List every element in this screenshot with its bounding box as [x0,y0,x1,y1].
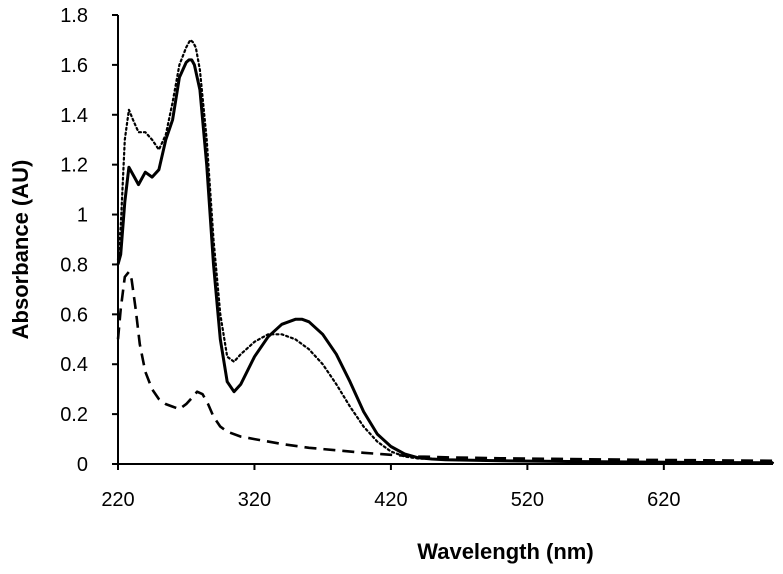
y-tick-label: 0.8 [60,254,88,276]
y-axis-title: Absorbance (AU) [8,160,33,340]
series-line-solid [116,58,774,465]
series-line-dotted [116,38,775,464]
y-tick-label: 0.2 [60,404,88,426]
y-tick-label: 1 [77,205,88,227]
series-line-dashed [116,270,774,463]
x-axis-title: Wavelength (nm) [417,539,593,564]
y-tick-label: 0.6 [60,304,88,326]
series-layer [116,38,775,465]
y-tick-label: 1.6 [60,55,88,77]
y-axis-ticks: 0 0.2 0.4 0.6 0.8 1 1.2 1.4 1.6 1.8 [60,5,118,476]
x-tick-label: 420 [374,489,407,511]
y-tick-label: 1.4 [60,105,88,127]
y-tick-label: 0 [77,454,88,476]
x-tick-label: 520 [511,489,544,511]
y-tick-label: 1.8 [60,5,88,27]
y-tick-label: 0.4 [60,354,88,376]
x-tick-label: 320 [238,489,271,511]
x-tick-label: 220 [101,489,134,511]
y-tick-label: 1.2 [60,155,88,177]
x-axis-ticks: 220 320 420 520 620 [101,464,681,511]
x-tick-label: 620 [647,489,680,511]
